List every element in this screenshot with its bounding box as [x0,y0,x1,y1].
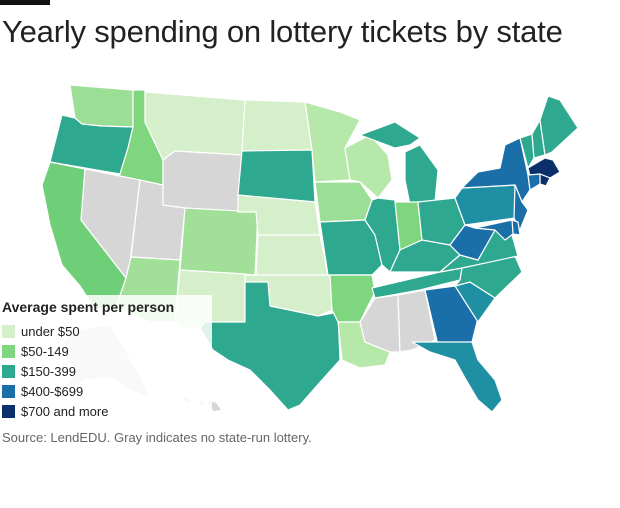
legend-swatch [2,324,15,338]
legend-item: $150-399 [2,361,212,381]
state-CT[interactable] [527,173,541,191]
legend-swatch [2,404,15,418]
legend-item: $400-$699 [2,381,212,401]
source-note: Source: LendEDU. Gray indicates no state… [2,430,312,445]
legend-item: $700 and more [2,401,212,421]
legend-item: $50-149 [2,341,212,361]
legend-label: $400-$699 [21,383,84,399]
state-MT[interactable] [144,91,246,161]
state-KS[interactable] [255,234,329,276]
us-map [0,60,620,420]
top-accent-bar [0,0,50,5]
legend-label: under $50 [21,323,80,339]
legend-swatch [2,344,15,358]
state-ND[interactable] [241,99,313,152]
legend-label: $50-149 [21,343,69,359]
state-SD[interactable] [237,149,316,203]
map-legend: Average spent per person under $50 $50-1… [0,295,212,425]
state-PA[interactable] [454,184,523,226]
state-IA[interactable] [314,181,373,223]
legend-title: Average spent per person [2,299,175,315]
state-CO[interactable] [179,207,259,276]
legend-label: $150-399 [21,363,76,379]
legend-item: under $50 [2,321,212,341]
state-WA[interactable] [69,84,134,128]
legend-label: $700 and more [21,403,109,419]
page-title: Yearly spending on lottery tickets by st… [2,14,563,49]
state-NJ[interactable] [513,184,529,231]
state-WY[interactable] [162,150,243,213]
state-FL[interactable] [411,341,503,413]
legend-swatch [2,364,15,378]
state-ME[interactable] [539,95,579,156]
state-MD[interactable] [474,219,514,241]
legend-swatch [2,384,15,398]
